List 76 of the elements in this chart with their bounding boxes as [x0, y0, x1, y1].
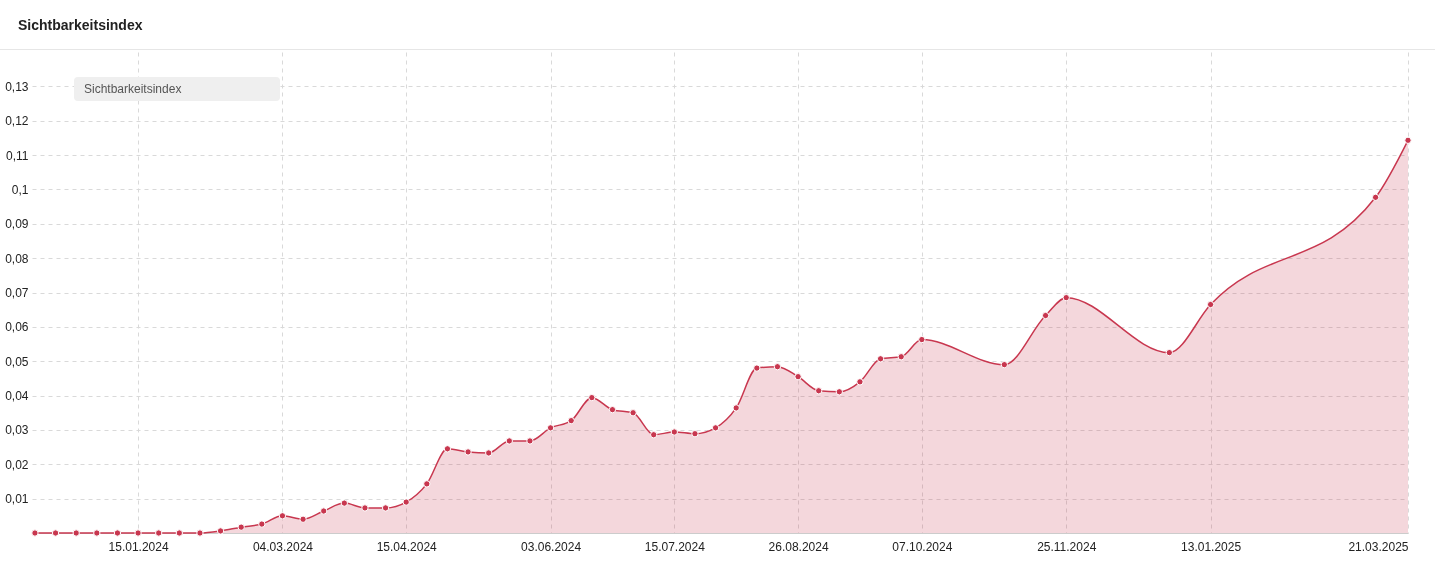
point: [1165, 348, 1173, 357]
point: [361, 504, 369, 512]
point: [464, 448, 472, 456]
point: [773, 363, 782, 371]
point: [691, 430, 699, 438]
point: [72, 529, 80, 537]
point: [711, 424, 720, 432]
point: [237, 523, 245, 531]
point: [546, 424, 555, 432]
point: [876, 355, 885, 363]
point: [650, 431, 658, 439]
point: [381, 504, 390, 512]
point: [856, 378, 864, 386]
point: [216, 527, 225, 535]
y-tick-label: 0,11: [6, 148, 29, 163]
point: [134, 529, 142, 537]
y-tick-label: 0,08: [5, 251, 29, 266]
point: [340, 499, 348, 507]
y-tick-label: 0,06: [5, 320, 29, 335]
point: [423, 480, 431, 488]
point: [753, 364, 761, 372]
y-tick-label: 0,03: [5, 423, 29, 438]
x-tick-label: 03.06.2024: [521, 539, 582, 554]
chart-title: Sichtbarkeitsindex: [0, 0, 1435, 50]
point: [567, 417, 575, 425]
point: [278, 512, 287, 520]
x-tick-label: 07.10.2024: [892, 539, 953, 554]
point: [918, 335, 926, 344]
point: [51, 529, 60, 537]
point: [815, 387, 823, 395]
point: [155, 529, 163, 537]
x-tick-label: 15.04.2024: [376, 539, 438, 554]
y-tick-label: 0,01: [5, 492, 29, 507]
point: [897, 353, 905, 361]
y-tick-label: 0,07: [5, 286, 29, 300]
point: [320, 507, 328, 515]
y-tick-label: 0,02: [5, 457, 29, 472]
point: [732, 404, 740, 412]
point: [1041, 311, 1050, 320]
y-tick-label: 0,05: [5, 354, 29, 369]
point: [588, 393, 596, 402]
x-tick-label: 04.03.2024: [252, 539, 314, 554]
legend-box: Sichtbarkeitsindex: [74, 77, 280, 101]
point: [608, 406, 617, 414]
point: [485, 449, 493, 457]
point: [258, 520, 266, 528]
y-tick-label: 0,04: [5, 389, 29, 404]
point: [1206, 300, 1215, 309]
y-tick-label: 0,1: [11, 182, 29, 197]
point: [1000, 360, 1008, 369]
point: [443, 445, 452, 453]
point: [196, 529, 204, 537]
point: [835, 388, 843, 396]
point: [505, 437, 513, 445]
point: [629, 409, 637, 417]
x-tick-label: 15.01.2024: [108, 539, 169, 554]
y-tick-label: 0,09: [5, 217, 29, 232]
point: [1062, 294, 1070, 302]
x-tick-label: 15.07.2024: [644, 539, 706, 554]
point: [794, 373, 802, 381]
point: [1404, 136, 1412, 144]
point: [299, 515, 307, 523]
x-tick-label: 13.01.2025: [1181, 539, 1242, 554]
point: [402, 498, 410, 506]
point: [31, 529, 39, 537]
point: [670, 428, 678, 436]
x-tick-label: 25.11.2024: [1037, 539, 1097, 554]
point: [1371, 193, 1380, 201]
x-tick-label: 21.03.2025: [1348, 539, 1409, 554]
y-tick-label: 0,13: [5, 79, 29, 94]
point: [175, 529, 183, 537]
x-tick-label: 26.08.2024: [768, 539, 829, 554]
point: [113, 529, 122, 537]
point: [93, 529, 101, 537]
y-tick-label: 0,12: [5, 114, 29, 129]
point: [526, 437, 534, 445]
